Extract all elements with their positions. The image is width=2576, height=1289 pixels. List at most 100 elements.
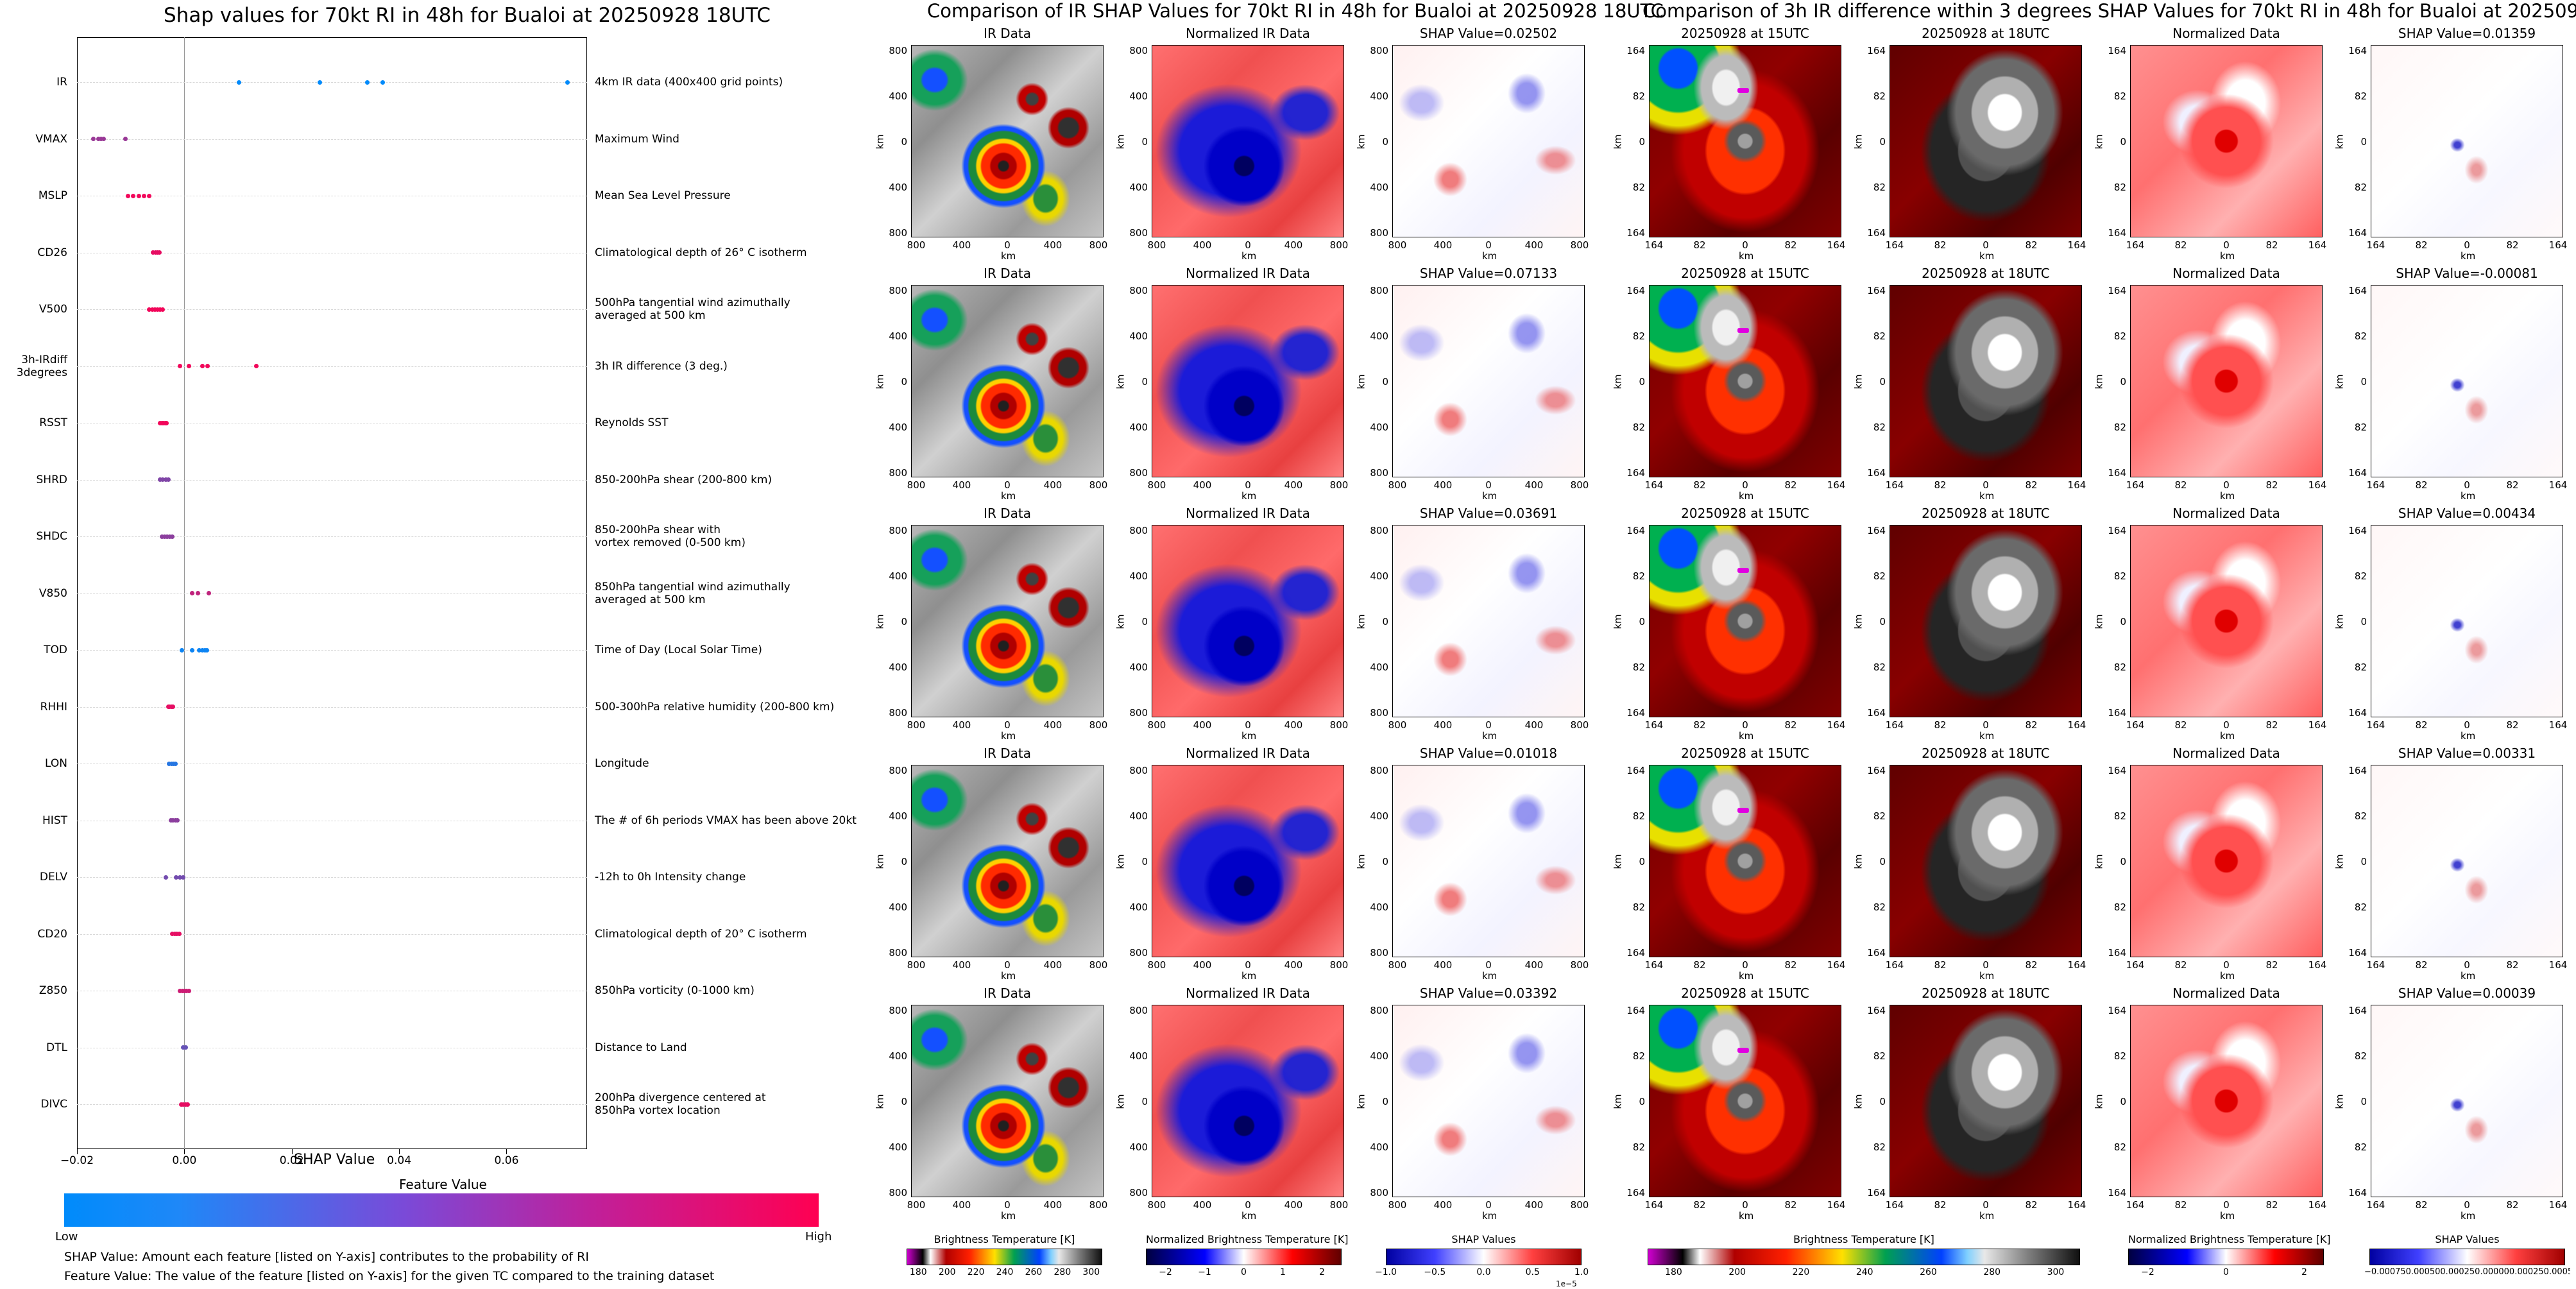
x-tick-label: 82 [1934, 959, 1947, 971]
y-tick-label: 164 [2108, 467, 2126, 479]
x-axis-label: km [1739, 250, 1754, 262]
y-tick-label: 400 [1129, 662, 1148, 673]
y-tick-label: 0 [1879, 1096, 1886, 1107]
x-axis-label: km [2461, 970, 2476, 982]
y-axis-label: km [2333, 134, 2346, 149]
colorbar-tick-label: −0.5 [1424, 1267, 1446, 1277]
colorbar-tick-label: 1 [1280, 1267, 1286, 1277]
y-tick-label: 0 [1879, 136, 1886, 148]
map-panel [1889, 45, 2082, 237]
y-tick-label: 800 [1370, 765, 1388, 776]
x-tick-label: 164 [2067, 719, 2086, 731]
y-tick-label: 0 [2120, 616, 2126, 627]
y-tick-label: 800 [1370, 707, 1388, 719]
y-tick-label: 800 [1129, 285, 1148, 296]
y-tick-label: 82 [2354, 662, 2367, 673]
y-tick-label: 82 [1873, 330, 1886, 342]
x-tick-label: 82 [2174, 1199, 2187, 1211]
y-axis-label: km [1114, 854, 1127, 869]
panel-title: SHAP Value=0.01018 [1419, 746, 1558, 761]
x-tick-label: 0 [1004, 239, 1011, 251]
x-tick-label: 82 [2174, 959, 2187, 971]
y-tick-label: 164 [2108, 227, 2126, 239]
y-tick-label: 82 [2354, 182, 2367, 193]
panel-title: 20250928 at 15UTC [1681, 746, 1809, 761]
feature-description: 500-300hPa relative humidity (200-800 km… [595, 700, 835, 713]
map-panel [911, 45, 1104, 237]
x-tick-label: 82 [1693, 1199, 1706, 1211]
colorbar-label: SHAP Values [2435, 1233, 2500, 1245]
y-tick-label: 400 [1370, 1050, 1388, 1062]
x-tick-label: 0 [1245, 1199, 1251, 1211]
map-panel [2130, 1005, 2323, 1197]
y-tick-label: 164 [1867, 525, 1886, 536]
y-tick-label: 164 [1626, 947, 1645, 959]
x-tick-mark [77, 1149, 78, 1154]
y-axis-label: km [874, 614, 886, 629]
y-tick-label: 0 [2120, 1096, 2126, 1107]
x-tick-label: 164 [2548, 479, 2568, 491]
x-axis-label: km [2461, 490, 2476, 502]
map-panel [2371, 525, 2563, 717]
x-tick-label: 164 [1644, 239, 1664, 251]
y-tick-label: 164 [2108, 947, 2126, 959]
x-axis-label: km [1001, 730, 1016, 742]
y-tick-label: 0 [1382, 376, 1388, 388]
y-tick-label: 400 [1370, 182, 1388, 193]
x-tick-label: 0 [1485, 1199, 1492, 1211]
x-tick-label: 82 [2415, 719, 2428, 731]
x-tick-label: 82 [1784, 959, 1797, 971]
x-tick-label: 800 [1089, 959, 1108, 971]
x-axis-label: km [1979, 490, 1995, 502]
y-tick-label: 400 [889, 90, 907, 102]
x-tick-label: 400 [1284, 719, 1303, 731]
y-tick-label: 400 [889, 1141, 907, 1153]
x-tick-label: 82 [1784, 479, 1797, 491]
x-tick-label: 800 [1089, 239, 1108, 251]
x-tick-label: 164 [2308, 479, 2327, 491]
y-tick-label: 164 [2108, 765, 2126, 776]
x-tick-label: 164 [1644, 479, 1664, 491]
x-tick-label: 164 [2126, 1199, 2145, 1211]
panel-title: 20250928 at 15UTC [1681, 986, 1809, 1001]
y-tick-label: 0 [1639, 616, 1645, 627]
caption-shap-value: SHAP Value: Amount each feature [listed … [64, 1250, 589, 1264]
y-tick-label: 82 [2113, 570, 2126, 582]
colorbar-tick-label: 240 [996, 1267, 1014, 1277]
x-tick-label: 400 [1433, 239, 1453, 251]
y-tick-label: 800 [1129, 467, 1148, 479]
x-tick-label: 82 [1693, 719, 1706, 731]
x-tick-label: 82 [2506, 479, 2519, 491]
y-tick-label: 164 [1626, 285, 1645, 296]
magenta-marker [1737, 327, 1750, 333]
y-axis-label: km [1355, 614, 1367, 629]
map-panel [911, 525, 1104, 717]
y-tick-label: 0 [2360, 136, 2367, 148]
colorbar-tick-label: 280 [1053, 1267, 1071, 1277]
colorbar-tick-label: −2 [2141, 1267, 2154, 1277]
x-tick-label: 400 [1524, 1199, 1544, 1211]
panel-title: Normalized Data [2172, 746, 2280, 761]
x-axis-label: km [1979, 1210, 1995, 1222]
x-tick-label: 0 [1485, 959, 1492, 971]
x-tick-label: 82 [2025, 479, 2038, 491]
y-tick-label: 800 [1370, 525, 1388, 536]
panel-title: IR Data [984, 986, 1031, 1001]
colorbar-tick-label: −2 [1159, 1267, 1172, 1277]
x-tick-label: 400 [1524, 239, 1544, 251]
map-panel [1152, 45, 1344, 237]
x-tick-label: 400 [952, 719, 971, 731]
x-tick-label: 164 [1644, 1199, 1664, 1211]
x-axis-label: km [1241, 1210, 1257, 1222]
feature-description: 500hPa tangential wind azimuthally averag… [595, 296, 790, 322]
y-tick-label: 0 [1639, 376, 1645, 388]
y-axis-label: km [1355, 854, 1367, 869]
x-axis-label: km [1979, 970, 1995, 982]
x-tick-label: 800 [1147, 239, 1166, 251]
y-tick-label: 164 [1867, 707, 1886, 719]
y-axis-label: km [1852, 1094, 1864, 1109]
feature-description: Time of Day (Local Solar Time) [595, 644, 762, 656]
x-tick-label: 400 [1524, 479, 1544, 491]
map-panel [1392, 45, 1585, 237]
x-tick-label: 400 [1524, 719, 1544, 731]
